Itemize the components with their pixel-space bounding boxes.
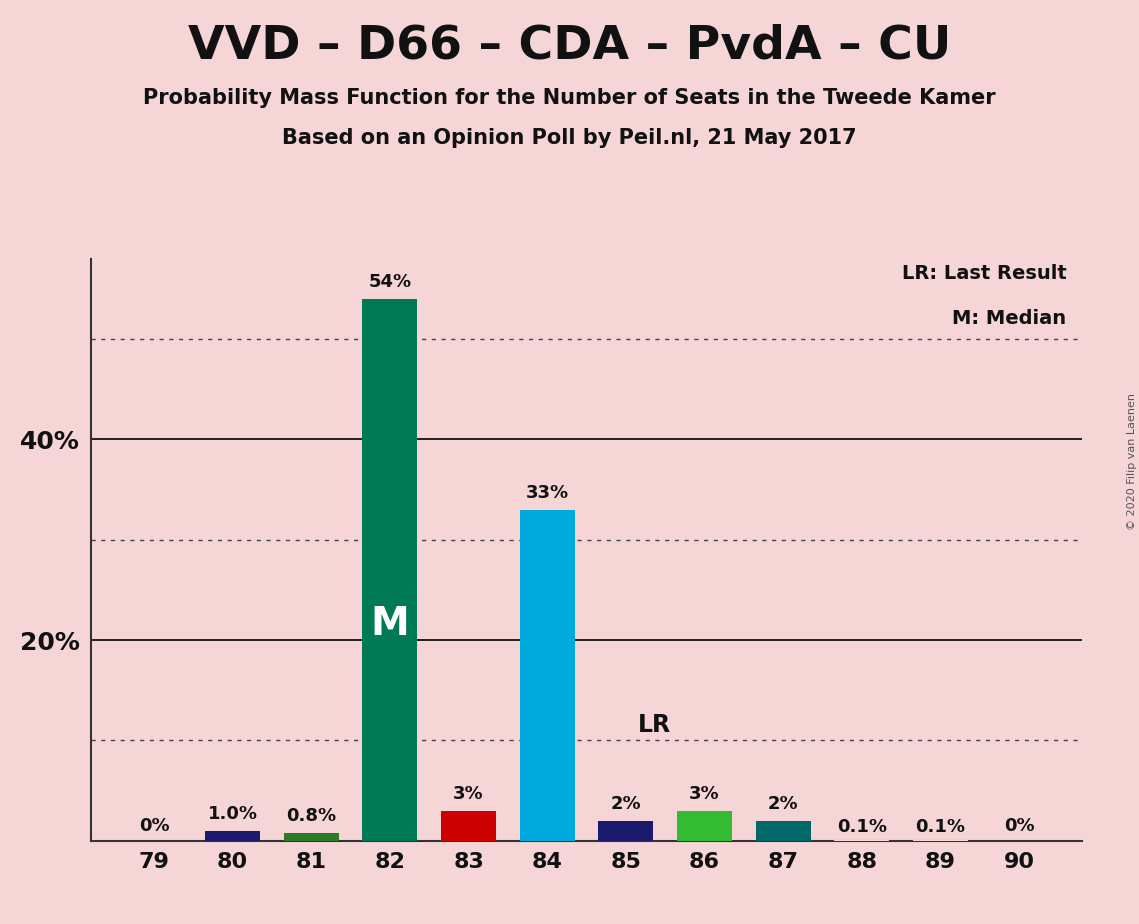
Bar bbox=[835, 840, 890, 841]
Bar bbox=[913, 840, 968, 841]
Bar bbox=[598, 821, 654, 841]
Text: LR: Last Result: LR: Last Result bbox=[902, 263, 1066, 283]
Bar bbox=[205, 831, 260, 841]
Text: 1.0%: 1.0% bbox=[207, 805, 257, 822]
Text: 0.1%: 0.1% bbox=[916, 818, 966, 836]
Text: 0%: 0% bbox=[1003, 817, 1034, 834]
Text: 54%: 54% bbox=[368, 273, 411, 291]
Text: 33%: 33% bbox=[526, 483, 568, 502]
Bar bbox=[284, 833, 339, 841]
Text: 2%: 2% bbox=[611, 795, 641, 813]
Text: VVD – D66 – CDA – PvdA – CU: VVD – D66 – CDA – PvdA – CU bbox=[188, 23, 951, 68]
Text: © 2020 Filip van Laenen: © 2020 Filip van Laenen bbox=[1126, 394, 1137, 530]
Bar bbox=[441, 810, 497, 841]
Text: M: Median: M: Median bbox=[952, 309, 1066, 328]
Text: LR: LR bbox=[638, 713, 671, 737]
Text: M: M bbox=[370, 605, 409, 643]
Text: 0%: 0% bbox=[139, 817, 170, 834]
Bar bbox=[755, 821, 811, 841]
Text: Based on an Opinion Poll by Peil.nl, 21 May 2017: Based on an Opinion Poll by Peil.nl, 21 … bbox=[282, 128, 857, 148]
Text: 0.1%: 0.1% bbox=[837, 818, 887, 836]
Text: Probability Mass Function for the Number of Seats in the Tweede Kamer: Probability Mass Function for the Number… bbox=[144, 88, 995, 108]
Text: 2%: 2% bbox=[768, 795, 798, 813]
Bar bbox=[519, 510, 575, 841]
Bar bbox=[362, 298, 418, 841]
Text: 0.8%: 0.8% bbox=[286, 807, 336, 825]
Bar bbox=[677, 810, 732, 841]
Text: 3%: 3% bbox=[689, 784, 720, 803]
Text: 3%: 3% bbox=[453, 784, 484, 803]
